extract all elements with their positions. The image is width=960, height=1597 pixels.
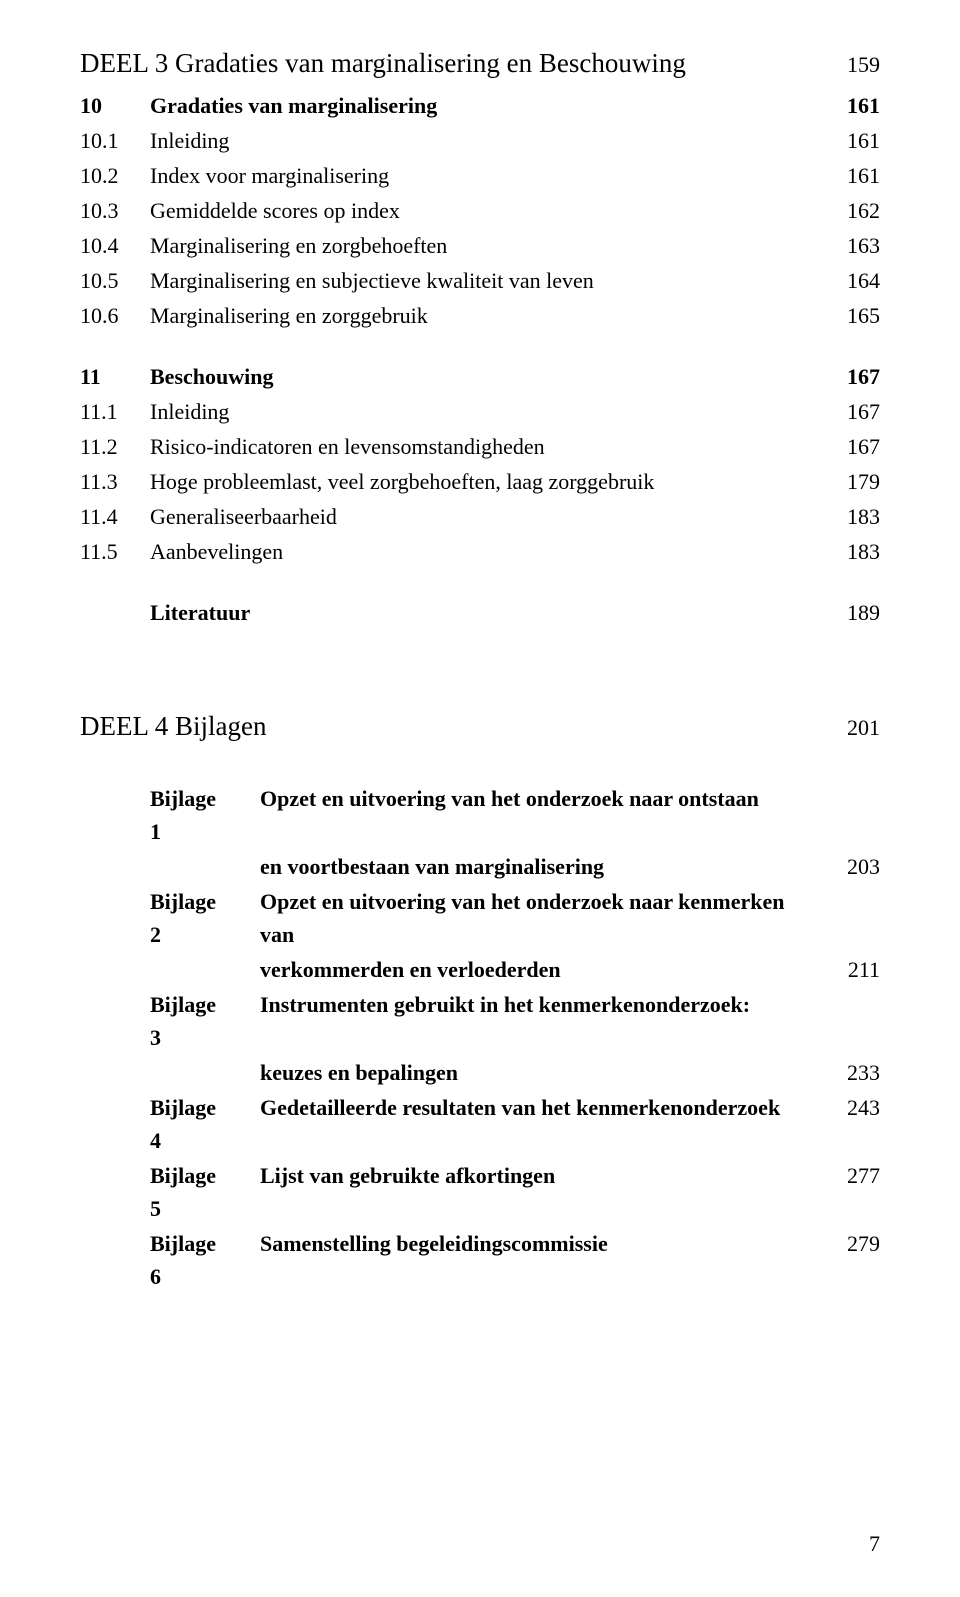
appendix-2-row-a: Bijlage 2 Opzet en uitvoering van het on…: [80, 885, 880, 951]
appendix-3-row-a: Bijlage 3 Instrumenten gebruikt in het k…: [80, 988, 880, 1054]
appendix-1-row-b: en voortbestaan van marginalisering 203: [80, 850, 880, 883]
appendix-5-page: 277: [830, 1159, 880, 1192]
toc-entry-11-1: 11.1 Inleiding 167: [80, 395, 880, 428]
toc-entry-11-2: 11.2 Risico-indicatoren en levensomstand…: [80, 430, 880, 463]
section-separator: [80, 631, 880, 711]
toc-entry-number: 10.5: [80, 264, 150, 297]
appendix-2-text-a: Opzet en uitvoering van het onderzoek na…: [220, 885, 830, 951]
toc-entry-title: Aanbevelingen: [150, 535, 830, 568]
toc-entry-page: 161: [830, 124, 880, 157]
toc-entry-10-5: 10.5 Marginalisering en subjectieve kwal…: [80, 264, 880, 297]
toc-entry-number: 11.2: [80, 430, 150, 463]
part-4-title: DEEL 4 Bijlagen: [80, 711, 830, 742]
appendix-5-text: Lijst van gebruikte afkortingen: [220, 1159, 830, 1192]
appendix-3-row-b: keuzes en bepalingen 233: [80, 1056, 880, 1089]
toc-entry-10-1: 10.1 Inleiding 161: [80, 124, 880, 157]
toc-entry-11-4: 11.4 Generaliseerbaarheid 183: [80, 500, 880, 533]
appendix-3-text-b: keuzes en bepalingen: [220, 1056, 830, 1089]
appendix-3-label: Bijlage 3: [80, 988, 220, 1054]
toc-entry-page: 179: [830, 465, 880, 498]
toc-entry-number: 10.1: [80, 124, 150, 157]
section-10-head: 10 Gradaties van marginalisering 161: [80, 89, 880, 122]
toc-entry-11-3: 11.3 Hoge probleemlast, veel zorgbehoeft…: [80, 465, 880, 498]
section-10-number: 10: [80, 89, 150, 122]
toc-entry-page: 165: [830, 299, 880, 332]
appendix-3-page: 233: [830, 1056, 880, 1089]
appendix-4-text: Gedetailleerde resultaten van het kenmer…: [220, 1091, 830, 1124]
section-11-page: 167: [830, 360, 880, 393]
appendix-2-row-b: verkommerden en verloederden 211: [80, 953, 880, 986]
toc-entry-10-3: 10.3 Gemiddelde scores op index 162: [80, 194, 880, 227]
toc-entry-number: 11.5: [80, 535, 150, 568]
toc-entry-title: Inleiding: [150, 124, 830, 157]
toc-entry-page: 183: [830, 500, 880, 533]
part-3-page: 159: [830, 52, 880, 78]
toc-entry-number: 10.3: [80, 194, 150, 227]
toc-entry-title: Gemiddelde scores op index: [150, 194, 830, 227]
toc-entry-number: 11.3: [80, 465, 150, 498]
toc-entry-title: Risico-indicatoren en levensomstandighed…: [150, 430, 830, 463]
appendix-2-text-b: verkommerden en verloederden: [220, 953, 830, 986]
toc-entry-number: 10.4: [80, 229, 150, 262]
appendix-1-text-b: en voortbestaan van marginalisering: [220, 850, 830, 883]
part-3-title: DEEL 3 Gradaties van marginalisering en …: [80, 48, 830, 79]
toc-entry-title: Marginalisering en zorgbehoeften: [150, 229, 830, 262]
literature-row: Literatuur 189: [80, 596, 880, 629]
appendix-6-text: Samenstelling begeleidingscommissie: [220, 1227, 830, 1260]
toc-entry-10-6: 10.6 Marginalisering en zorggebruik 165: [80, 299, 880, 332]
toc-entry-10-2: 10.2 Index voor marginalisering 161: [80, 159, 880, 192]
appendix-6-label: Bijlage 6: [80, 1227, 220, 1293]
part-3-row: DEEL 3 Gradaties van marginalisering en …: [80, 48, 880, 79]
toc-entry-title: Hoge probleemlast, veel zorgbehoeften, l…: [150, 465, 830, 498]
literature-page: 189: [830, 596, 880, 629]
toc-entry-page: 183: [830, 535, 880, 568]
section-separator: [80, 334, 880, 360]
toc-entry-title: Generaliseerbaarheid: [150, 500, 830, 533]
appendix-2-label: Bijlage 2: [80, 885, 220, 951]
toc-entry-page: 162: [830, 194, 880, 227]
appendix-2-page: 211: [830, 953, 880, 986]
appendix-5-label: Bijlage 5: [80, 1159, 220, 1225]
appendix-6-row: Bijlage 6 Samenstelling begeleidingscomm…: [80, 1227, 880, 1293]
toc-entry-title: Marginalisering en subjectieve kwaliteit…: [150, 264, 830, 297]
appendix-1-page: 203: [830, 850, 880, 883]
toc-entry-page: 164: [830, 264, 880, 297]
toc-entry-number: 11.1: [80, 395, 150, 428]
toc-entry-number: 10.2: [80, 159, 150, 192]
appendix-5-row: Bijlage 5 Lijst van gebruikte afkortinge…: [80, 1159, 880, 1225]
toc-page: DEEL 3 Gradaties van marginalisering en …: [0, 0, 960, 1597]
toc-entry-page: 167: [830, 395, 880, 428]
toc-entry-page: 167: [830, 430, 880, 463]
appendix-4-row: Bijlage 4 Gedetailleerde resultaten van …: [80, 1091, 880, 1157]
appendix-6-page: 279: [830, 1227, 880, 1260]
appendix-3-text-a: Instrumenten gebruikt in het kenmerkenon…: [220, 988, 830, 1021]
toc-entry-number: 10.6: [80, 299, 150, 332]
part-4-row: DEEL 4 Bijlagen 201: [80, 711, 880, 742]
section-10-title: Gradaties van marginalisering: [150, 89, 830, 122]
section-11-title: Beschouwing: [150, 360, 830, 393]
toc-entry-title: Inleiding: [150, 395, 830, 428]
toc-entry-10-4: 10.4 Marginalisering en zorgbehoeften 16…: [80, 229, 880, 262]
part-4-page: 201: [830, 715, 880, 741]
section-10-page: 161: [830, 89, 880, 122]
appendix-4-label: Bijlage 4: [80, 1091, 220, 1157]
section-separator: [80, 570, 880, 596]
toc-entry-title: Marginalisering en zorggebruik: [150, 299, 830, 332]
section-11-number: 11: [80, 360, 150, 393]
toc-entry-11-5: 11.5 Aanbevelingen 183: [80, 535, 880, 568]
literature-title: Literatuur: [150, 596, 830, 629]
toc-entry-page: 163: [830, 229, 880, 262]
appendix-4-page: 243: [830, 1091, 880, 1124]
section-11-head: 11 Beschouwing 167: [80, 360, 880, 393]
appendix-1-text-a: Opzet en uitvoering van het onderzoek na…: [220, 782, 830, 815]
toc-entry-page: 161: [830, 159, 880, 192]
appendix-1-row-a: Bijlage 1 Opzet en uitvoering van het on…: [80, 782, 880, 848]
page-number-footer: 7: [869, 1531, 880, 1557]
toc-entry-title: Index voor marginalisering: [150, 159, 830, 192]
appendix-1-label: Bijlage 1: [80, 782, 220, 848]
toc-entry-number: 11.4: [80, 500, 150, 533]
